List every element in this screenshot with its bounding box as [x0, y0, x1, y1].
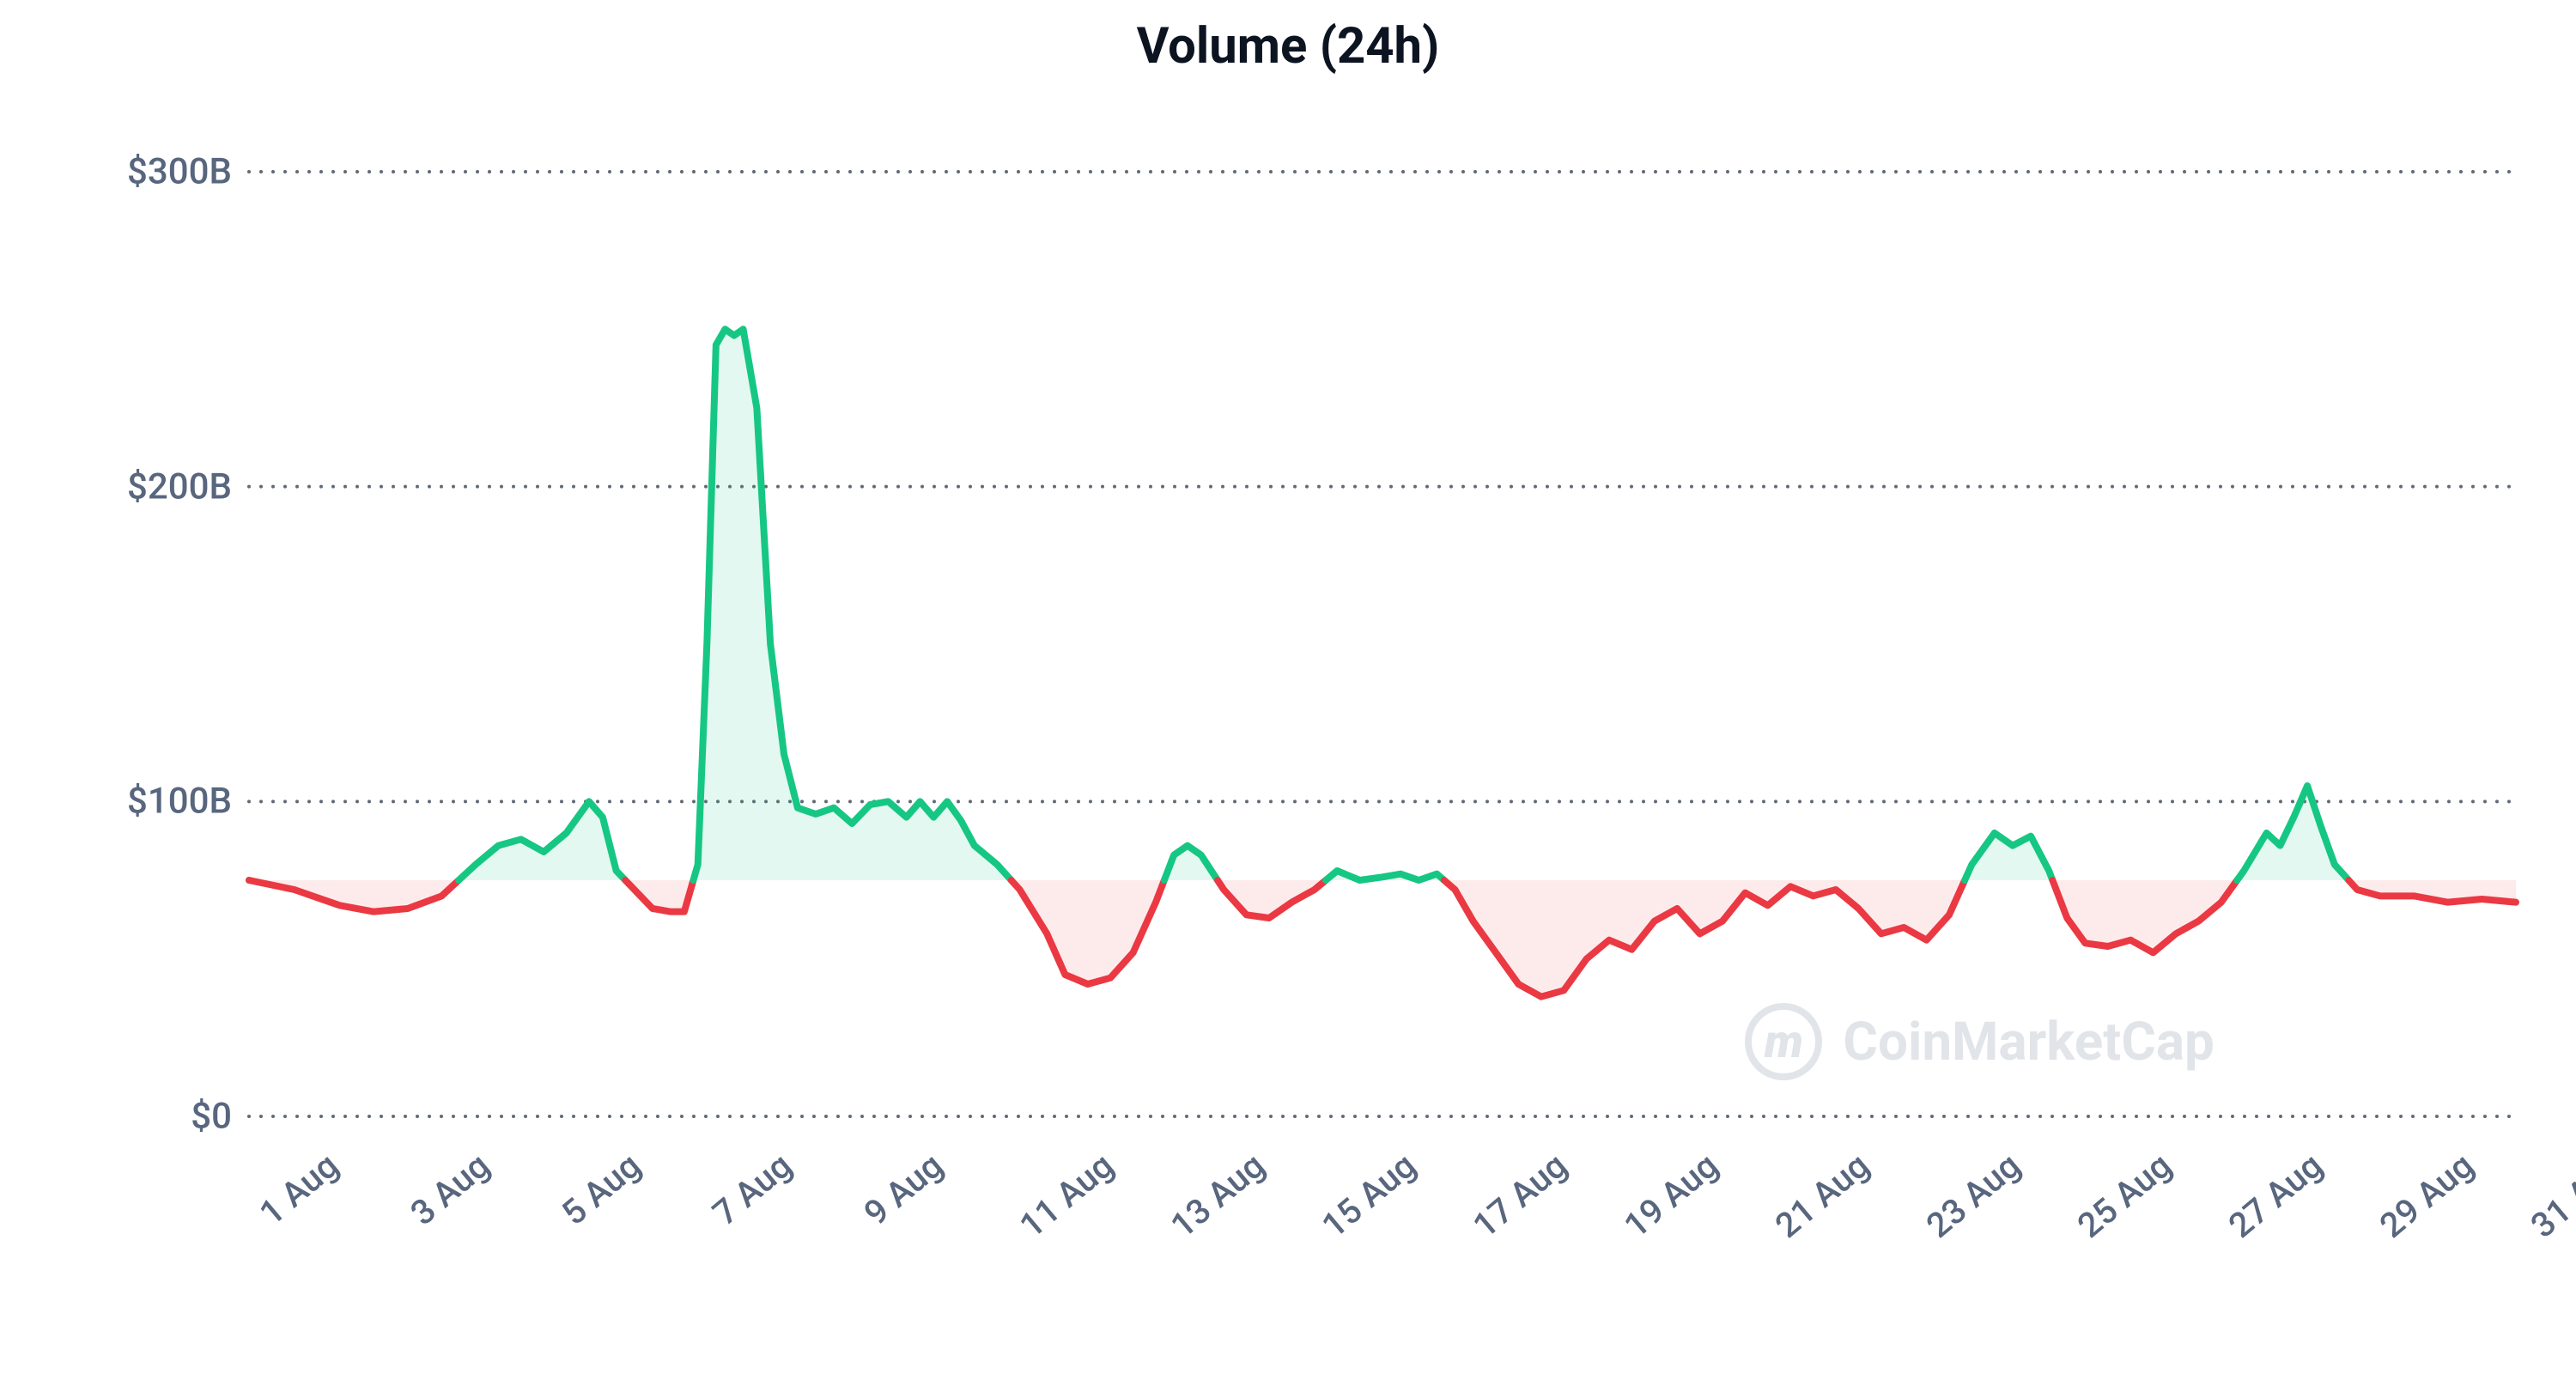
x-axis-label: 7 Aug	[705, 1145, 799, 1233]
y-axis-label: $100B	[127, 781, 249, 823]
x-axis-label: 21 Aug	[1768, 1145, 1877, 1245]
chart-svg	[249, 172, 2516, 1116]
x-axis-label: 29 Aug	[2372, 1145, 2482, 1245]
x-axis-label: 19 Aug	[1617, 1145, 1726, 1245]
chart-title: Volume (24h)	[0, 17, 2576, 76]
x-axis-label: 27 Aug	[2221, 1145, 2330, 1245]
x-axis-label: 1 Aug	[252, 1145, 346, 1233]
volume-chart: Volume (24h) m CoinMarketCap $0$100B$200…	[0, 0, 2576, 1374]
y-axis-label: $0	[191, 1096, 249, 1138]
x-axis-label: 5 Aug	[554, 1145, 648, 1233]
x-axis-label: 9 Aug	[856, 1145, 951, 1233]
x-axis-label: 17 Aug	[1466, 1145, 1575, 1245]
x-axis-label: 3 Aug	[403, 1145, 497, 1233]
x-axis-label: 11 Aug	[1012, 1145, 1121, 1245]
y-axis-label: $300B	[127, 151, 249, 193]
x-axis-label: 25 Aug	[2070, 1145, 2179, 1245]
y-axis-label: $200B	[127, 465, 249, 508]
plot-area: m CoinMarketCap $0$100B$200B$300B1 Aug3 …	[249, 172, 2516, 1116]
x-axis-label: 15 Aug	[1315, 1145, 1424, 1245]
x-axis-label: 23 Aug	[1919, 1145, 2028, 1245]
x-axis-label: 31 Aug	[2524, 1145, 2576, 1245]
x-axis-label: 13 Aug	[1163, 1145, 1273, 1245]
